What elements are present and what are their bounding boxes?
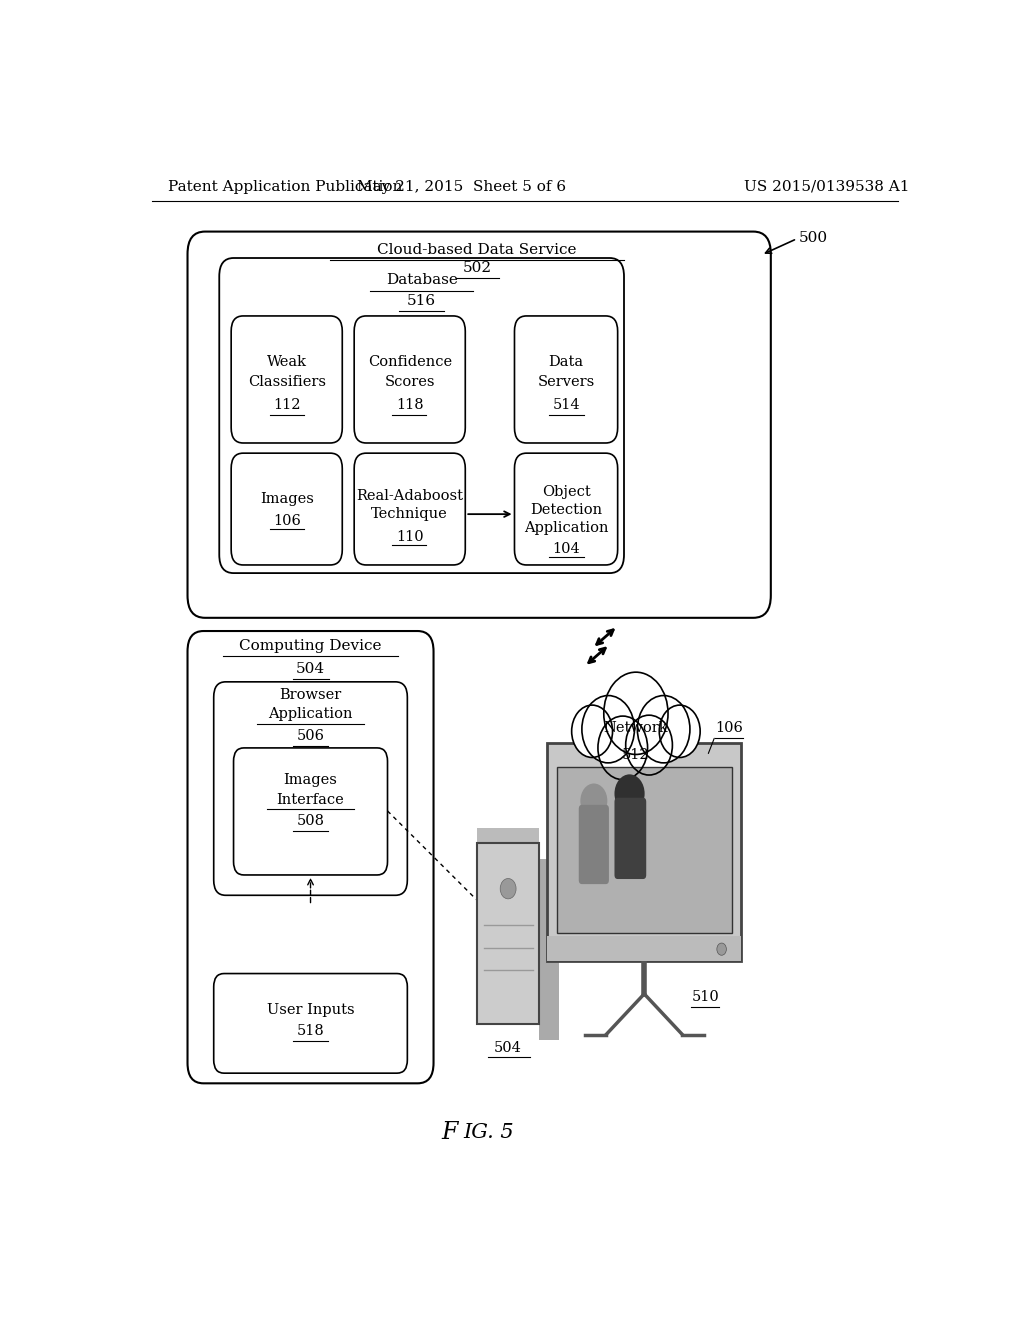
Text: 106: 106 [272,515,301,528]
FancyBboxPatch shape [231,315,342,444]
FancyBboxPatch shape [231,453,342,565]
Circle shape [626,715,673,775]
Text: 106: 106 [715,721,743,735]
FancyBboxPatch shape [354,315,465,444]
Text: Data: Data [549,355,584,368]
Text: Detection: Detection [530,503,602,517]
Text: Technique: Technique [372,507,449,521]
Text: Database: Database [386,273,458,288]
Text: Application: Application [268,708,353,721]
Text: 500: 500 [799,231,827,244]
FancyBboxPatch shape [233,748,387,875]
Text: 512: 512 [623,748,649,762]
Text: May 21, 2015  Sheet 5 of 6: May 21, 2015 Sheet 5 of 6 [356,180,566,194]
Text: Network: Network [603,721,669,735]
Text: 502: 502 [463,261,492,275]
Text: Cloud-based Data Service: Cloud-based Data Service [378,243,577,257]
Circle shape [571,705,612,758]
Circle shape [614,775,645,813]
Text: Images: Images [284,774,338,788]
Text: 118: 118 [396,399,424,412]
Text: Application: Application [524,521,608,536]
Text: Computing Device: Computing Device [240,639,382,653]
FancyBboxPatch shape [547,936,741,961]
FancyBboxPatch shape [514,315,617,444]
Text: Weak: Weak [266,355,307,368]
FancyBboxPatch shape [477,843,539,1024]
Circle shape [637,696,690,763]
FancyBboxPatch shape [354,453,465,565]
Text: Interface: Interface [276,793,344,807]
FancyBboxPatch shape [614,797,646,879]
FancyBboxPatch shape [557,767,732,933]
Circle shape [581,784,607,818]
FancyBboxPatch shape [579,805,609,884]
Text: US 2015/0139538 A1: US 2015/0139538 A1 [743,180,909,194]
Circle shape [659,705,700,758]
Circle shape [717,942,726,956]
Text: Images: Images [260,492,313,506]
FancyBboxPatch shape [219,257,624,573]
Circle shape [582,696,635,763]
Text: Confidence: Confidence [368,355,452,368]
FancyBboxPatch shape [214,682,408,895]
Text: 514: 514 [552,399,580,412]
Text: Browser: Browser [280,688,342,702]
Text: 510: 510 [691,990,719,1005]
FancyBboxPatch shape [187,631,433,1084]
FancyBboxPatch shape [214,974,408,1073]
Text: 110: 110 [396,529,424,544]
FancyBboxPatch shape [477,828,539,849]
Text: IG. 5: IG. 5 [464,1122,514,1142]
FancyBboxPatch shape [547,743,741,961]
Text: Classifiers: Classifiers [248,375,326,389]
Text: User Inputs: User Inputs [266,1003,354,1018]
Text: 504: 504 [296,661,325,676]
Text: Patent Application Publication: Patent Application Publication [168,180,402,194]
Text: 112: 112 [273,399,300,412]
Circle shape [598,715,647,780]
Text: F: F [441,1121,458,1143]
Text: 518: 518 [297,1024,325,1039]
Text: 104: 104 [552,541,580,556]
Text: 508: 508 [297,814,325,828]
Circle shape [604,672,668,755]
Text: Servers: Servers [538,375,595,389]
FancyBboxPatch shape [539,859,559,1040]
Text: 504: 504 [495,1040,522,1055]
Text: Scores: Scores [384,375,435,389]
Circle shape [500,879,516,899]
Text: 506: 506 [297,729,325,743]
Text: 516: 516 [408,293,436,308]
Text: Real-Adaboost: Real-Adaboost [356,488,463,503]
Text: Object: Object [542,484,591,499]
FancyBboxPatch shape [514,453,617,565]
FancyBboxPatch shape [187,231,771,618]
